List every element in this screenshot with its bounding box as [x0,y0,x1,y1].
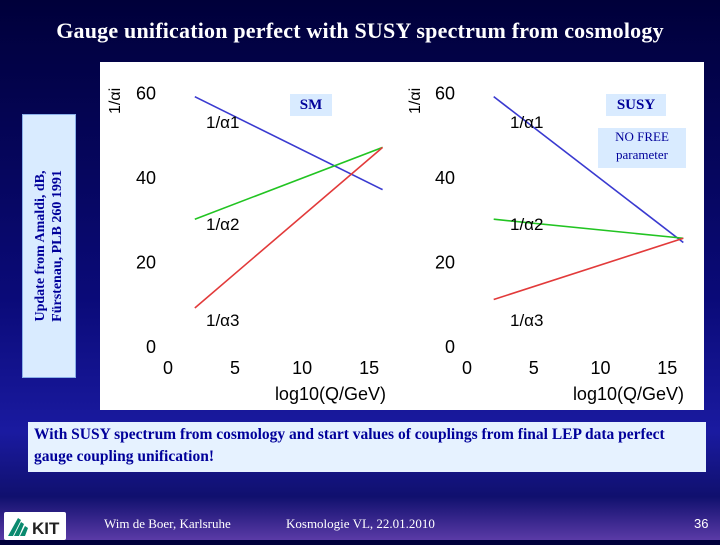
series-line-alpha1 [194,95,383,191]
slide-title: Gauge unification perfect with SUSY spec… [56,18,664,43]
sm-label: SM [290,94,332,116]
no-free-line-2: parameter [616,147,668,162]
x-tick-label: 5 [230,358,240,378]
x-tick-label: 10 [292,358,312,378]
series-label-alpha2: 1/α2 [510,215,543,234]
conclusion-text: With SUSY spectrum from cosmology and st… [28,422,706,472]
kit-logo: KIT [4,512,66,540]
coupling-charts-svg: 0 20 40 60 0 5 10 15 1/αi log10(Q/GeV) 1/α1 1/α2 1/α… [107,83,684,404]
x-tick-label: 0 [163,358,173,378]
x-tick-label: 0 [462,358,472,378]
x-axis-label: log10(Q/GeV) [275,384,386,404]
citation-line-1: Update from Amaldi, dB, [33,170,48,322]
series-label-alpha1: 1/α1 [206,113,239,132]
series-line-alpha1 [493,96,684,244]
citation-line-2: Fürstenau, PLB 260 1991 [50,170,65,322]
citation-note: Update from Amaldi, dB, Fürstenau, PLB 2… [22,114,76,378]
susy-label: SUSY [606,94,666,116]
series-label-alpha1: 1/α1 [510,113,543,132]
series-label-alpha3: 1/α3 [510,311,543,330]
coupling-chart-sm: 0 20 40 60 0 5 10 15 1/αi log10(Q/GeV) 1/α1 1/α2 1/α… [107,83,386,404]
y-tick-label: 40 [136,168,156,188]
series-line-alpha3 [194,146,384,309]
x-tick-label: 15 [657,358,677,378]
y-tick-label: 0 [445,337,455,357]
series-label-alpha3: 1/α3 [206,311,239,330]
y-axis-label: 1/αi [407,88,424,114]
y-tick-label: 0 [146,337,156,357]
series-line-alpha2 [194,146,383,220]
coupling-chart-susy: 0 20 40 60 0 5 10 15 1/αi log10(Q/GeV) 1/α1 1/α2 1/α… [407,83,684,404]
series-line-alpha3 [493,237,684,301]
series-label-alpha2: 1/α2 [206,215,239,234]
footer-course: Kosmologie VL, 22.01.2010 [286,516,435,531]
coupling-plots: 0 20 40 60 0 5 10 15 1/αi log10(Q/GeV) 1/α1 1/α2 1/α… [100,62,704,410]
x-tick-label: 15 [359,358,379,378]
series-line-alpha2 [493,218,684,240]
footer-author: Wim de Boer, Karlsruhe [104,516,231,531]
x-tick-label: 10 [591,358,611,378]
no-free-parameter-label: NO FREE parameter [598,128,686,168]
x-tick-label: 5 [529,358,539,378]
kit-logo-icon: KIT [8,518,60,538]
no-free-line-1: NO FREE [615,129,669,144]
y-axis-label: 1/αi [107,88,124,114]
y-tick-label: 60 [136,83,156,103]
y-tick-label: 20 [435,252,455,272]
y-tick-label: 40 [435,168,455,188]
y-tick-label: 20 [136,252,156,272]
x-axis-label: log10(Q/GeV) [573,384,684,404]
y-tick-label: 60 [435,83,455,103]
page-number: 36 [694,516,709,531]
kit-logo-text: KIT [32,519,60,538]
